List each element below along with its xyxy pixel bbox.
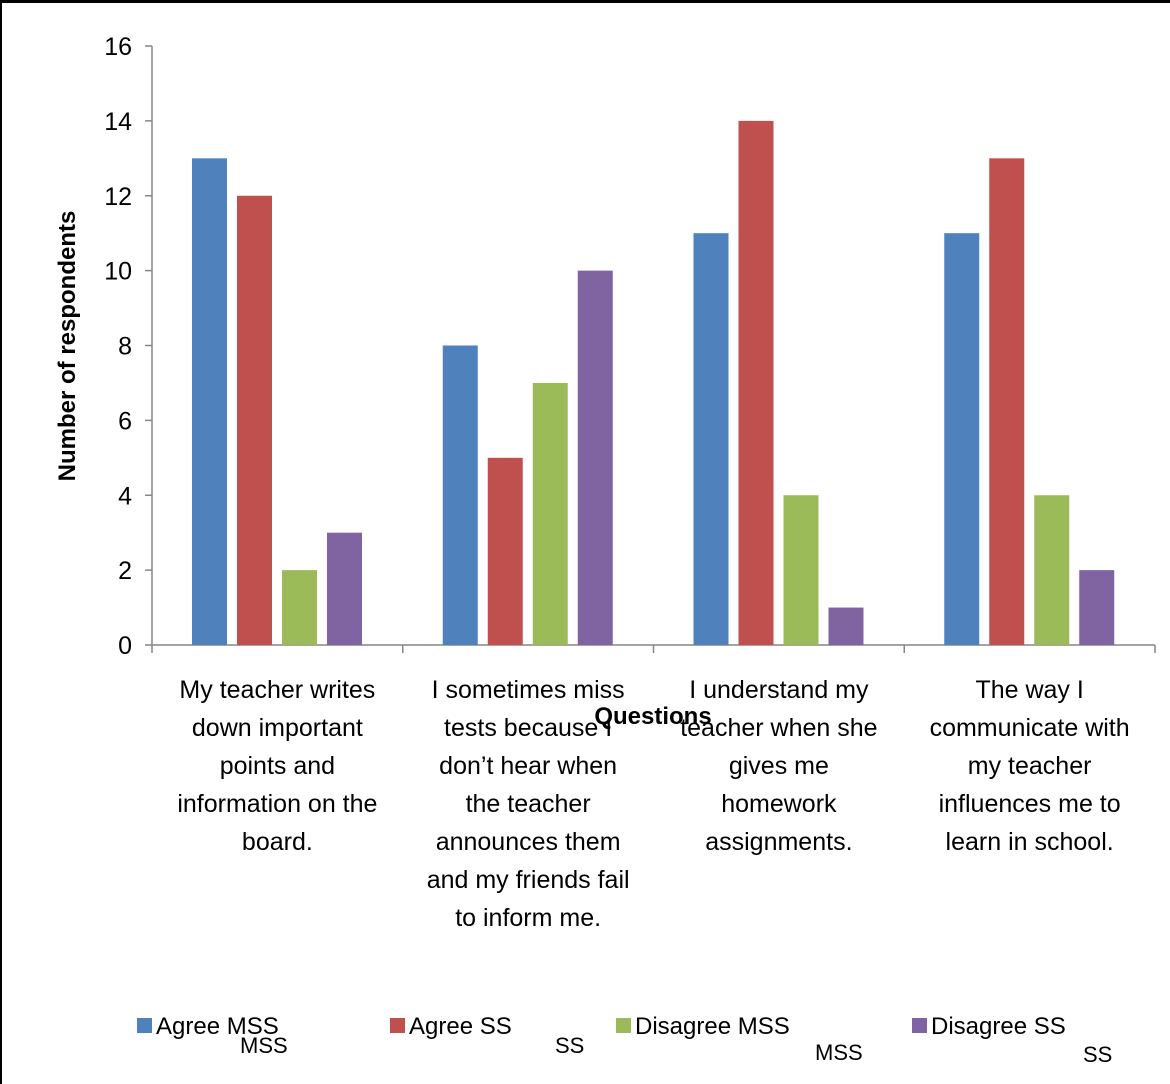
bar-agree-ss-1 (237, 195, 272, 645)
category-label-line: don’t hear when (439, 752, 617, 780)
legend-swatch (137, 1018, 152, 1033)
legend-sublabel: MSS (240, 1033, 288, 1058)
bar-agree-mss-4 (944, 233, 980, 645)
y-tick-label: 0 (118, 632, 132, 660)
category-label-line: gives me (729, 752, 829, 780)
bar-agree-ss-3 (738, 120, 774, 645)
category-label-line: points and (220, 752, 335, 780)
y-tick-label: 6 (118, 407, 132, 435)
bar-agree-mss-3 (693, 233, 729, 645)
bar-agree-mss-2 (442, 345, 478, 645)
y-tick-label: 10 (104, 258, 132, 286)
bar-disagree-ss-2 (577, 270, 613, 645)
bar-agree-ss-2 (487, 457, 523, 645)
legend-label: Disagree SS (931, 1013, 1066, 1040)
y-axis-title: Number of respondents (54, 211, 81, 482)
legend-sublabel: SS (555, 1033, 584, 1058)
category-label-line: the teacher (466, 790, 591, 818)
x-category-label: The way I communicate with my teacher influ… (930, 676, 1130, 856)
category-label-line: down important (192, 714, 363, 742)
bar-agree-mss-1 (192, 158, 227, 645)
bar-agree-ss-4 (989, 158, 1025, 645)
y-tick-label: 8 (118, 333, 132, 361)
category-label-line: to inform me. (455, 904, 601, 932)
category-label-line: assignments. (705, 828, 852, 856)
category-label-line: learn in school. (946, 828, 1114, 856)
legend-sublabel: MSS (815, 1040, 863, 1065)
category-label-line: teacher when she (680, 714, 877, 742)
axes: 0 2 4 6 8 10 12 14 16 (104, 33, 1156, 660)
legend-swatch (912, 1018, 927, 1033)
category-label-line: The way I (975, 676, 1083, 704)
category-label-line: announces them (436, 828, 621, 856)
y-tick-label: 14 (104, 108, 132, 136)
legend-swatch (390, 1018, 405, 1033)
category-label-line: communicate with (930, 714, 1130, 742)
bar-disagree-ss-4 (1079, 570, 1115, 645)
bar-disagree-mss-2 (532, 382, 568, 645)
bars (192, 120, 1115, 645)
legend-label: Agree SS (409, 1013, 512, 1040)
bar-disagree-mss-1 (282, 570, 317, 645)
category-label-line: my teacher (968, 752, 1092, 780)
x-axis-title: Questions (594, 703, 711, 730)
category-label-line: influences me to (939, 790, 1121, 818)
category-label-line: board. (242, 828, 313, 856)
bar-disagree-ss-3 (828, 607, 864, 645)
bar-disagree-mss-3 (783, 495, 819, 645)
x-category-label: I understand my teacher when she gives me h… (680, 676, 877, 856)
y-tick-label: 2 (118, 557, 132, 585)
bar-disagree-ss-1 (327, 532, 362, 645)
legend-label: Disagree MSS (635, 1013, 790, 1040)
y-tick-label: 16 (104, 33, 132, 61)
category-label-line: My teacher writes (179, 676, 375, 704)
category-label-line: I understand my (689, 676, 869, 704)
category-label-line: homework (721, 790, 837, 818)
legend-swatch (616, 1018, 631, 1033)
x-category-label: My teacher writes down important points an… (177, 676, 377, 856)
legend-label: Agree MSS (156, 1013, 279, 1040)
category-label-line: tests because I (444, 714, 612, 742)
bar-disagree-mss-4 (1034, 495, 1070, 645)
category-labels: My teacher writes down important points an… (177, 676, 1129, 932)
category-label-line: information on the (177, 790, 377, 818)
y-tick-label: 12 (104, 183, 132, 211)
x-category-label: I sometimes miss tests because I don’t hea… (427, 676, 630, 932)
legend-sublabel: SS (1083, 1042, 1112, 1067)
category-label-line: I sometimes miss (432, 676, 625, 704)
y-tick-label: 4 (118, 482, 132, 510)
category-label-line: and my friends fail (427, 866, 630, 894)
